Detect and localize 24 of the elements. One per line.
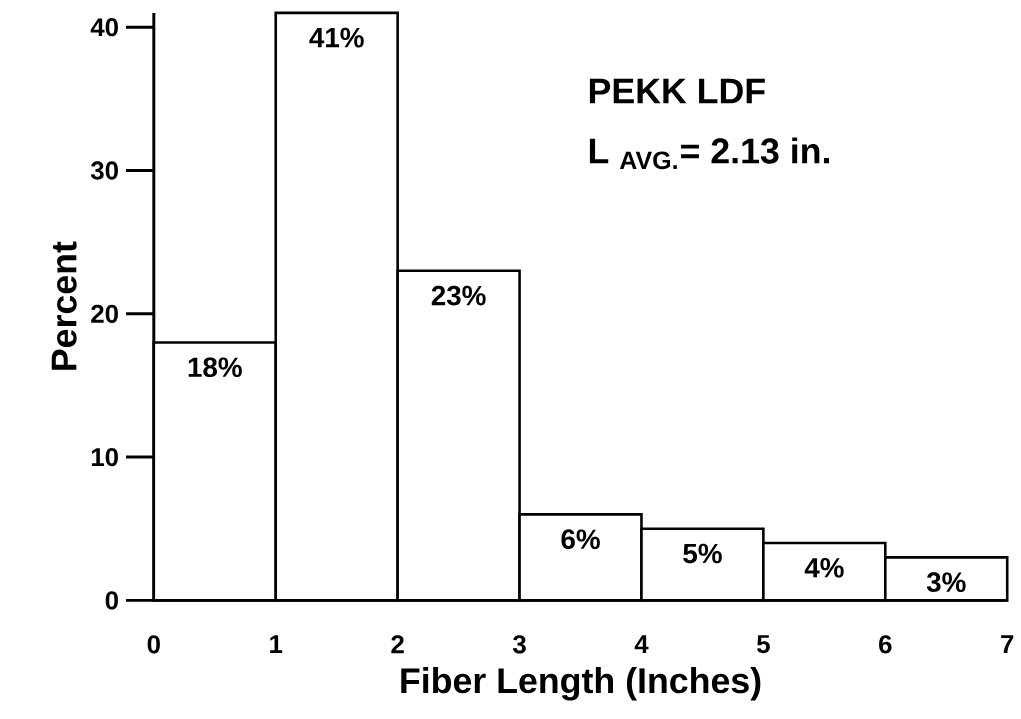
x-tick-label: 4 <box>634 634 649 653</box>
annotation: PEKK LDF <box>589 78 765 104</box>
annotation: L $_{AVG.}$= 2.13 in. <box>589 137 829 169</box>
x-tick-label: 3 <box>512 634 526 654</box>
x-tick-label: 2 <box>391 634 404 653</box>
x-tick-label: 6 <box>879 634 892 654</box>
data-label: 41% <box>309 27 364 48</box>
y-tick-label: 10 <box>91 447 118 466</box>
y-tick-label: 0 <box>105 591 118 610</box>
y-tick-label: 30 <box>90 161 118 180</box>
data-label: 4% <box>804 557 844 578</box>
data-label: 5% <box>683 543 722 564</box>
y-tick-label: 20 <box>91 304 118 323</box>
x-tick-label: 0 <box>147 634 160 654</box>
data-label: 3% <box>926 572 966 592</box>
x-tick-label: 5 <box>757 634 770 653</box>
x-axis-title: Fiber Length (Inches) <box>401 666 761 701</box>
x-tick-label: 7 <box>1001 634 1014 653</box>
data-label: 23% <box>431 285 486 306</box>
y-axis-title: Percent <box>51 241 77 370</box>
x-tick-label: 1 <box>270 634 283 653</box>
data-label: 6% <box>561 529 600 549</box>
y-tick-label: 40 <box>90 17 118 37</box>
data-label: 18% <box>188 357 242 377</box>
